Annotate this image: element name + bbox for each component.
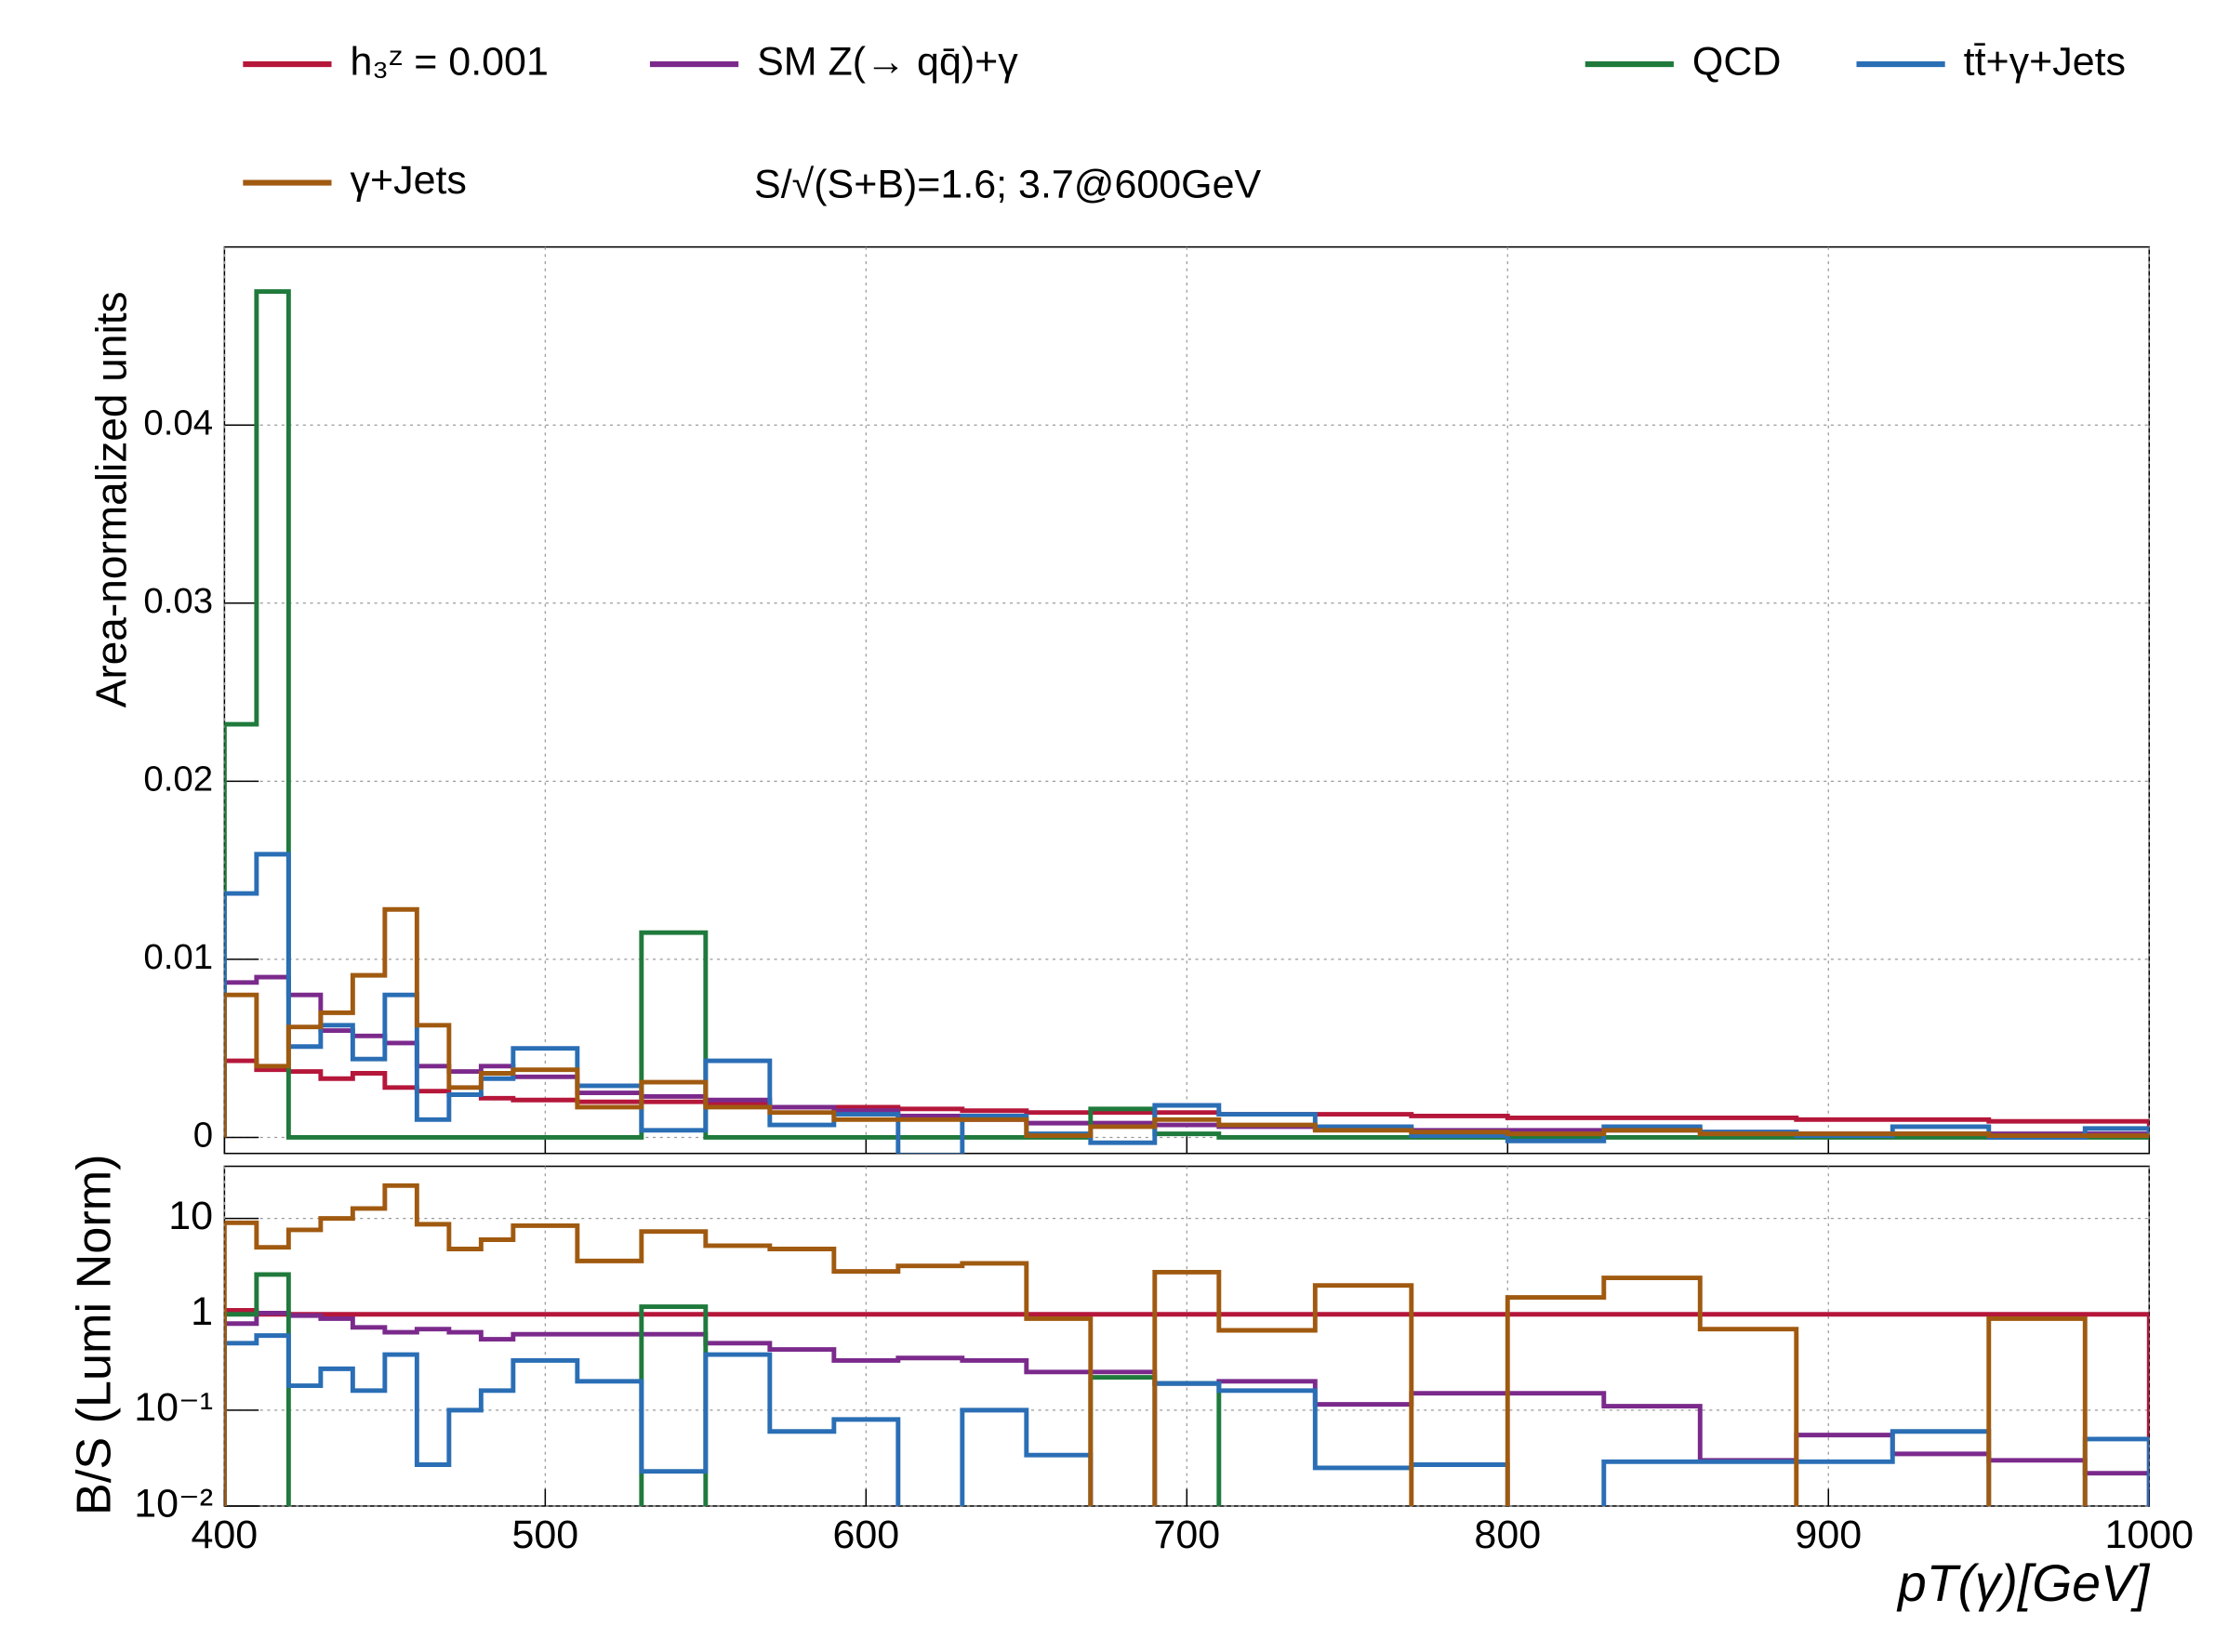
y-tick-label: 1 <box>191 1289 213 1334</box>
x-tick-label: 500 <box>511 1513 578 1557</box>
legend-label: QCD <box>1692 39 1782 84</box>
y-axis-title: Area-normalized units <box>86 291 135 707</box>
plot-area <box>224 289 2150 1154</box>
legend-label: tt̄+γ+Jets <box>1964 39 2126 84</box>
x-tick-label: 800 <box>1474 1513 1541 1557</box>
y-tick-label: 0 <box>193 1116 213 1156</box>
y-tick-label: 0.02 <box>143 759 213 799</box>
y-tick-label: 0.03 <box>143 581 213 621</box>
x-tick-label: 600 <box>832 1513 899 1557</box>
legend-label: SM Z(→ qq̄)+γ <box>757 39 1018 84</box>
y-tick-label: 0.01 <box>143 937 213 977</box>
x-tick-label: 900 <box>1795 1513 1862 1557</box>
x-tick-label: 700 <box>1153 1513 1220 1557</box>
y-tick-label: 10⁻¹ <box>134 1385 213 1430</box>
step-line <box>224 974 2150 1138</box>
x-tick-label: 1000 <box>2104 1513 2194 1557</box>
step-line <box>224 1333 2150 1506</box>
x-tick-label: 400 <box>192 1513 259 1557</box>
legend-label: h₃ᶻ = 0.001 <box>350 39 548 84</box>
step-line <box>224 1308 2150 1506</box>
y-tick-label: 0.04 <box>143 403 213 443</box>
step-line <box>224 289 2150 1140</box>
y-axis-title: B/S (Lumi Norm) <box>68 1154 122 1515</box>
plot-area <box>224 1183 2150 1506</box>
y-tick-label: 10 <box>168 1194 213 1238</box>
annotation: S/√(S+B)=1.6; 3.7@600GeV <box>754 163 1261 207</box>
x-axis-title: pT(γ)[GeV] <box>1896 1554 2151 1612</box>
step-line <box>224 1183 2088 1506</box>
y-tick-label: 10⁻² <box>134 1481 213 1526</box>
step-line <box>224 906 2150 1139</box>
legend-label: γ+Jets <box>350 158 466 203</box>
